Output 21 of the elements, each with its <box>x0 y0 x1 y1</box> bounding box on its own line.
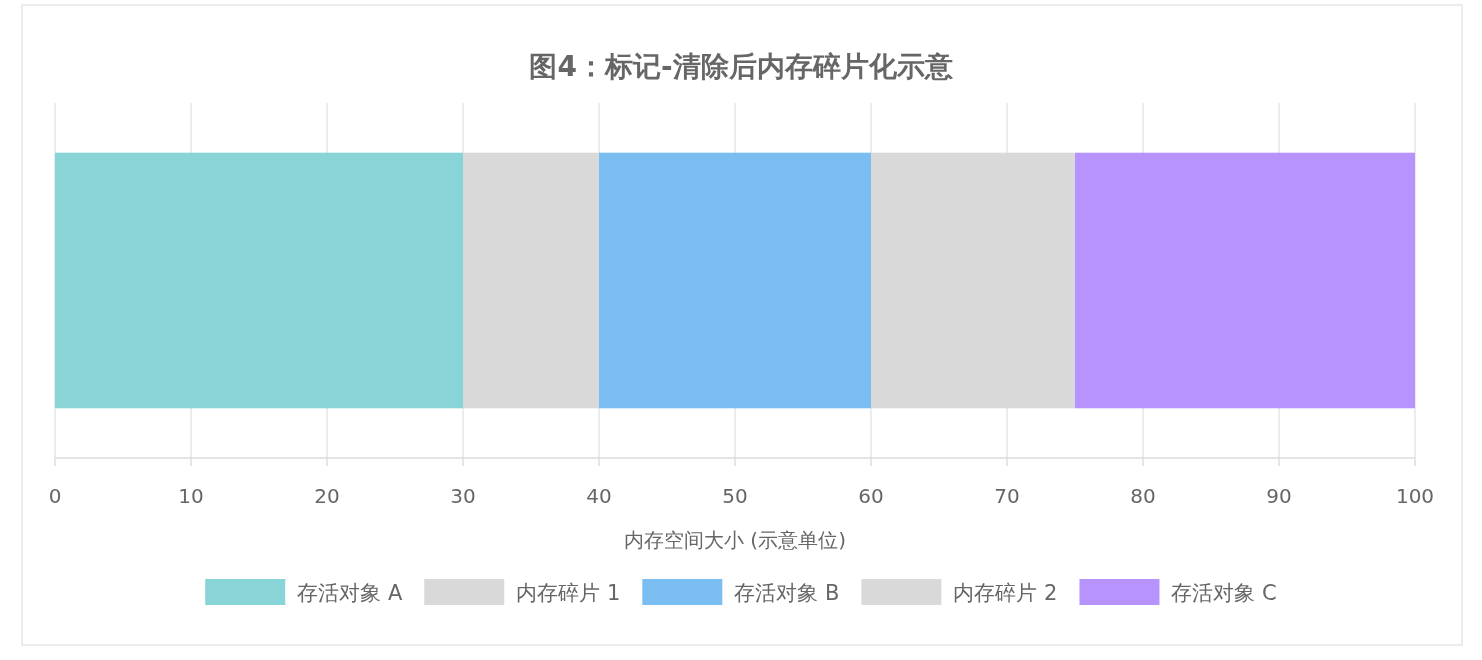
x-tick-label: 10 <box>178 484 204 508</box>
x-tick-label: 20 <box>314 484 340 508</box>
bar <box>55 152 463 409</box>
bar <box>599 152 871 409</box>
legend-label: 内存碎片 1 <box>516 581 621 605</box>
legend-label: 存活对象 A <box>297 581 403 605</box>
chart-title: 图4：标记-清除后内存碎片化示意 <box>529 50 954 83</box>
legend-label: 存活对象 B <box>734 581 840 605</box>
x-tick-label: 80 <box>1130 484 1156 508</box>
legend-label: 存活对象 C <box>1171 581 1277 605</box>
x-tick-label: 40 <box>586 484 612 508</box>
x-tick-label: 50 <box>722 484 748 508</box>
bar <box>1075 152 1415 409</box>
x-tick-label: 60 <box>858 484 884 508</box>
x-tick-label: 30 <box>450 484 476 508</box>
x-tick-label: 90 <box>1266 484 1292 508</box>
legend-label: 内存碎片 2 <box>953 581 1058 605</box>
x-tick-label: 100 <box>1395 484 1435 508</box>
x-axis-title: 内存空间大小 (示意单位) <box>624 528 846 552</box>
x-tick-label: 0 <box>48 484 62 508</box>
x-tick-label: 70 <box>994 484 1020 508</box>
